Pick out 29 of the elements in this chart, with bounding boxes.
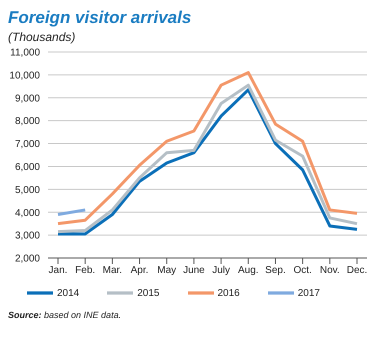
- legend-label: 2017: [298, 288, 320, 299]
- chart-subtitle: (Thousands): [8, 30, 76, 44]
- source-note: Source: based on INE data.: [8, 310, 122, 320]
- x-tick-label: Nov.: [320, 265, 340, 276]
- y-tick-label: 7,000: [14, 139, 40, 150]
- legend-label: 2016: [218, 288, 240, 299]
- x-tick-label: Oct.: [293, 265, 312, 276]
- y-tick-label: 3,000: [14, 230, 40, 242]
- x-tick-label: Jan.: [48, 265, 68, 276]
- chart-title: Foreign visitor arrivals: [8, 8, 192, 28]
- x-tick-label: Sep.: [265, 265, 286, 276]
- y-tick-label: 11,000: [10, 48, 40, 59]
- y-tick-label: 10,000: [9, 70, 40, 82]
- y-tick-label: 5,000: [14, 184, 40, 196]
- x-tick-label: July: [212, 265, 230, 276]
- x-tick-label: June: [183, 265, 206, 276]
- x-tick-label: Apr.: [130, 265, 148, 276]
- y-tick-label: 6,000: [14, 162, 40, 173]
- x-tick-label: Feb.: [75, 265, 96, 276]
- legend-label: 2014: [57, 288, 80, 299]
- x-tick-label: May: [157, 265, 176, 276]
- x-tick-label: Dec.: [346, 265, 368, 276]
- y-tick-label: 2,000: [14, 254, 40, 265]
- x-tick-label: Mar.: [102, 265, 122, 276]
- y-tick-label: 4,000: [14, 208, 40, 219]
- x-tick-label: Aug.: [238, 265, 259, 276]
- y-tick-label: 8,000: [14, 116, 40, 128]
- legend-label: 2015: [137, 288, 160, 299]
- y-tick-label: 9,000: [14, 93, 40, 104]
